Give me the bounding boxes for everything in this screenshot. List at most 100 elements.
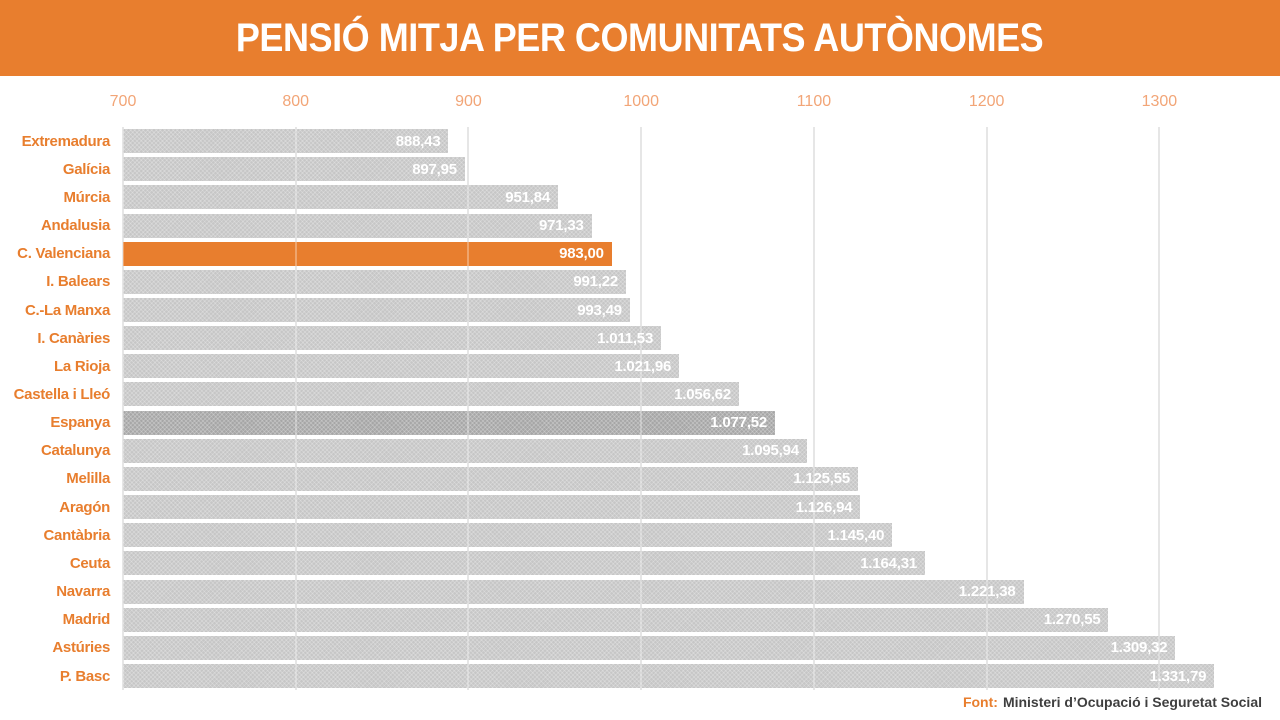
bar: 983,00	[123, 241, 612, 266]
category-label: Andalusia	[41, 217, 110, 235]
category-label: C. Valenciana	[17, 245, 110, 263]
bar-track: 1.077,52	[123, 410, 1263, 435]
value-label: 991,22	[573, 273, 619, 291]
source-label: Font:	[962, 694, 998, 710]
axis-tick-label: 1100	[796, 92, 832, 110]
chart-row: Navarra 1.221,38	[0, 578, 1280, 606]
value-label: 951,84	[505, 188, 550, 206]
chart-row: C. Valenciana 983,00	[0, 240, 1280, 268]
bar-track: 888,43	[123, 129, 1263, 154]
bar: 951,84	[123, 185, 558, 210]
value-label: 1.221,38	[958, 583, 1016, 601]
chart-title: PENSIÓ MITJA PER COMUNITATS AUTÒNOMES	[236, 15, 1044, 60]
bar: 1.056,62	[123, 382, 739, 407]
bar-track: 1.270,55	[123, 607, 1263, 632]
value-label: 1.077,52	[710, 414, 768, 432]
category-label: C.-La Manxa	[24, 301, 110, 319]
source-note: Font: Ministeri d’Ocupació i Seguretat S…	[0, 690, 1280, 720]
category-label: Astúries	[52, 639, 110, 657]
bar-track: 1.095,94	[123, 438, 1263, 463]
category-label: Extremadura	[21, 132, 111, 150]
bar: 1.145,40	[123, 523, 893, 548]
bar-track: 991,22	[123, 269, 1263, 294]
chart-row: Espanya 1.077,52	[0, 409, 1280, 437]
value-label: 1.331,79	[1149, 667, 1207, 685]
value-label: 1.011,53	[597, 329, 654, 347]
bar-track: 897,95	[123, 157, 1263, 182]
category-label: Madrid	[62, 611, 111, 629]
axis-tick-label: 900	[455, 92, 482, 110]
category-label: Melilla	[66, 470, 110, 488]
bar: 1.309,32	[123, 635, 1176, 660]
category-label: Cantàbria	[43, 526, 111, 544]
chart-row: La Rioja 1.021,96	[0, 352, 1280, 380]
bar-track: 971,33	[123, 213, 1263, 238]
chart-row: I. Canàries 1.011,53	[0, 324, 1280, 352]
value-label: 1.145,40	[827, 526, 885, 544]
category-label: Aragón	[59, 498, 110, 516]
category-label: I. Canàries	[37, 329, 110, 347]
axis-tick-label: 1300	[1141, 92, 1178, 110]
value-label: 971,33	[538, 217, 584, 235]
chart-row: Extremadura 888,43	[0, 127, 1280, 155]
bar-track: 983,00	[123, 241, 1263, 266]
axis-tick-label: 1000	[623, 92, 659, 110]
bar: 1.011,53	[123, 326, 662, 351]
value-label: 888,43	[395, 132, 441, 150]
chart-row: Cantàbria 1.145,40	[0, 521, 1280, 549]
value-label: 1.270,55	[1043, 611, 1101, 629]
axis-tick-label: 800	[282, 92, 310, 110]
bar-track: 1.309,32	[123, 635, 1263, 660]
bar: 1.221,38	[123, 579, 1024, 604]
category-label: Galícia	[62, 160, 110, 178]
bar: 1.021,96	[123, 354, 680, 379]
chart-row: Aragón 1.126,94	[0, 493, 1280, 521]
category-label: Ceuta	[69, 554, 110, 572]
axis-tick-label: 1200	[968, 92, 1005, 110]
value-label: 1.164,31	[860, 554, 917, 572]
category-label: La Rioja	[54, 357, 110, 375]
chart-row: Astúries 1.309,32	[0, 634, 1280, 662]
value-label: 1.309,32	[1110, 639, 1168, 657]
chart-row: Castella i Lleó 1.056,62	[0, 380, 1280, 408]
bar-track: 993,49	[123, 298, 1263, 323]
chart-row: I. Balears 991,22	[0, 268, 1280, 296]
value-label: 1.125,55	[793, 470, 851, 488]
chart-row: Andalusia 971,33	[0, 211, 1280, 239]
category-label: Múrcia	[63, 188, 110, 206]
bar: 1.126,94	[123, 495, 861, 520]
chart-row: Madrid 1.270,55	[0, 606, 1280, 634]
bar-track: 1.221,38	[123, 579, 1263, 604]
category-label: Catalunya	[41, 442, 110, 460]
axis-tick-label: 700	[109, 92, 137, 110]
bar: 888,43	[123, 129, 449, 154]
bar-track: 1.126,94	[123, 495, 1263, 520]
value-label: 1.021,96	[614, 357, 672, 375]
bar: 1.095,94	[123, 438, 807, 463]
x-axis-ticks: 700 800 900 1000 1100 1200 1300	[110, 76, 1263, 127]
bar-track: 1.164,31	[123, 551, 1263, 576]
category-label: Castella i Lleó	[13, 385, 111, 403]
bar: 971,33	[123, 213, 592, 238]
bar-track: 951,84	[123, 185, 1263, 210]
bar-track: 1.056,62	[123, 382, 1263, 407]
chart-row: Ceuta 1.164,31	[0, 549, 1280, 577]
value-label: 1.056,62	[674, 385, 731, 403]
category-label: Navarra	[56, 583, 110, 601]
chart-row: C.-La Manxa 993,49	[0, 296, 1280, 324]
title-bar: PENSIÓ MITJA PER COMUNITATS AUTÒNOMES	[0, 0, 1280, 76]
chart-rows: Extremadura 888,43 Galícia 897,95 Múrcia 951,…	[0, 127, 1280, 690]
bar: 1.125,55	[123, 466, 859, 491]
bar: 993,49	[123, 298, 630, 323]
chart-row: Melilla 1.125,55	[0, 465, 1280, 493]
category-label: I. Balears	[46, 273, 110, 291]
source-text: Ministeri d’Ocupació i Seguretat Social	[1002, 694, 1262, 710]
category-label: Espanya	[50, 414, 110, 432]
value-label: 993,49	[577, 301, 622, 319]
bar-chart: Extremadura 888,43 Galícia 897,95 Múrcia 951,…	[0, 127, 1280, 690]
value-label: 897,95	[412, 160, 457, 178]
bar: 991,22	[123, 269, 627, 294]
bar-track: 1.331,79	[123, 664, 1263, 689]
bar: 1.077,52	[123, 410, 776, 435]
